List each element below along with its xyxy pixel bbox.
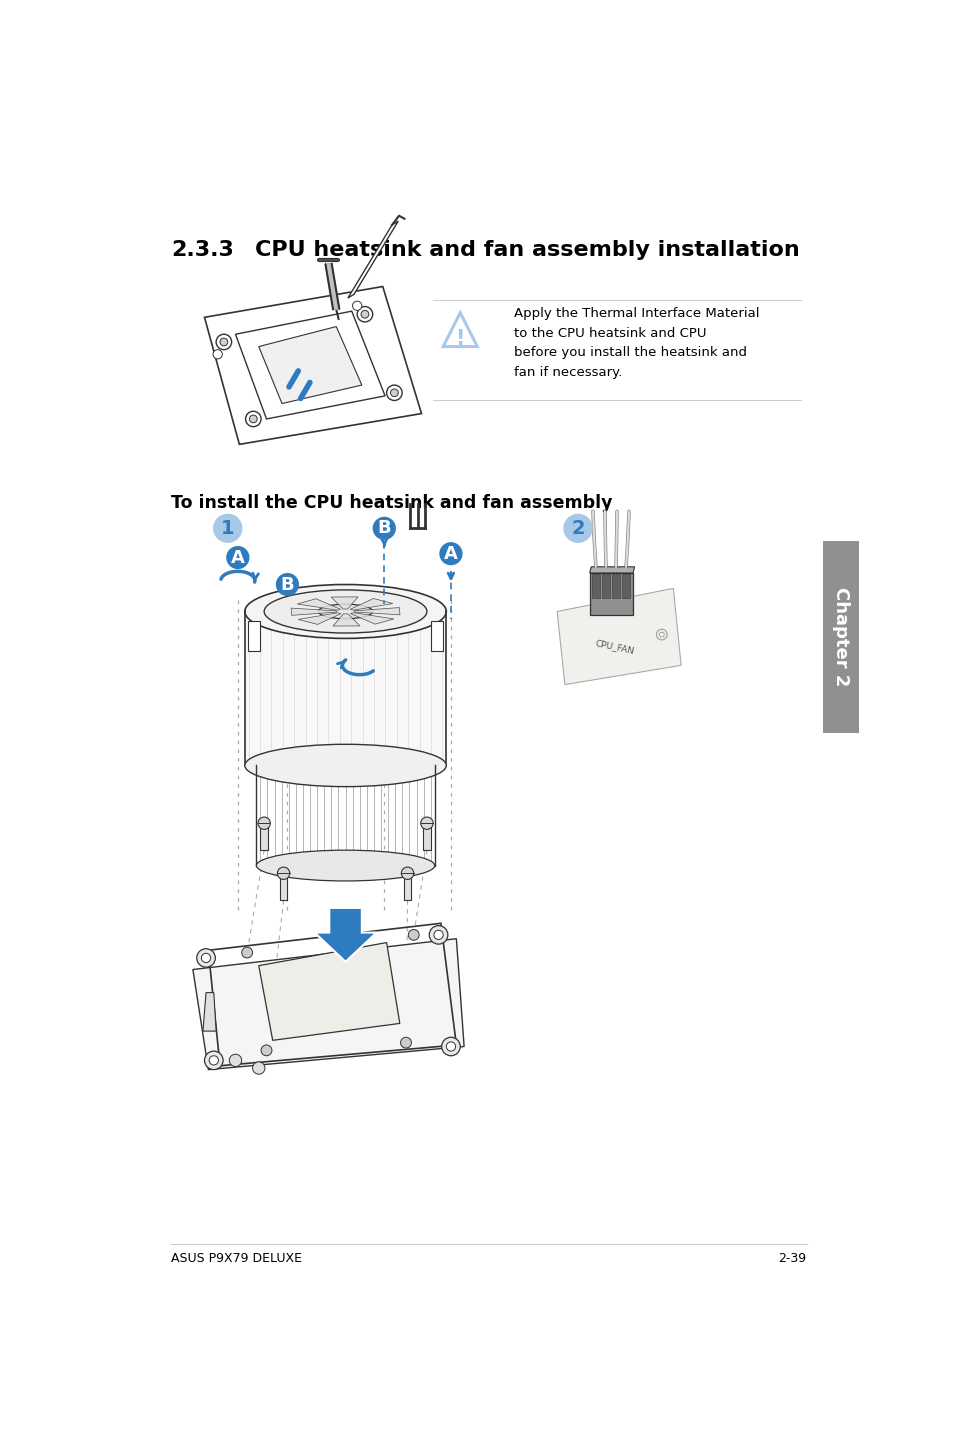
Bar — [822, 541, 858, 733]
FancyArrow shape — [314, 907, 376, 962]
Circle shape — [441, 1037, 459, 1055]
Bar — [612, 575, 619, 598]
Circle shape — [277, 867, 290, 880]
Circle shape — [209, 1055, 218, 1066]
Circle shape — [446, 1043, 456, 1051]
Circle shape — [390, 388, 397, 397]
Circle shape — [196, 949, 215, 968]
Circle shape — [257, 817, 270, 830]
Polygon shape — [204, 286, 421, 444]
Circle shape — [400, 1037, 411, 1048]
Text: Apply the Thermal Interface Material
to the CPU heatsink and CPU
before you inst: Apply the Thermal Interface Material to … — [514, 308, 760, 378]
Circle shape — [249, 416, 257, 423]
Circle shape — [204, 1051, 223, 1070]
Polygon shape — [557, 588, 680, 684]
Polygon shape — [331, 597, 357, 610]
Text: 2: 2 — [571, 519, 584, 538]
Polygon shape — [589, 572, 633, 615]
Circle shape — [216, 334, 232, 349]
Circle shape — [353, 301, 361, 311]
Circle shape — [656, 630, 666, 640]
Bar — [279, 873, 287, 900]
Polygon shape — [355, 608, 399, 615]
Circle shape — [213, 513, 242, 544]
Circle shape — [226, 546, 249, 569]
Bar — [260, 823, 268, 850]
Circle shape — [275, 572, 298, 597]
Ellipse shape — [245, 745, 446, 787]
Polygon shape — [350, 598, 393, 610]
Circle shape — [434, 930, 443, 939]
Circle shape — [401, 867, 414, 880]
Circle shape — [261, 1045, 272, 1055]
Polygon shape — [298, 613, 340, 624]
Polygon shape — [333, 614, 359, 626]
Text: CPU_FAN: CPU_FAN — [595, 638, 635, 656]
Polygon shape — [193, 939, 464, 1070]
Polygon shape — [245, 611, 446, 765]
Circle shape — [213, 349, 222, 360]
Circle shape — [229, 1054, 241, 1067]
Circle shape — [562, 513, 592, 544]
Polygon shape — [348, 221, 397, 298]
Circle shape — [253, 1061, 265, 1074]
Polygon shape — [589, 567, 634, 572]
Text: Chapter 2: Chapter 2 — [831, 587, 849, 686]
Text: B: B — [280, 575, 294, 594]
Text: 2.3.3: 2.3.3 — [171, 240, 233, 259]
Text: A: A — [443, 545, 457, 562]
Text: 2-39: 2-39 — [778, 1252, 806, 1265]
Ellipse shape — [245, 584, 446, 638]
Circle shape — [420, 817, 433, 830]
Text: !: ! — [456, 329, 464, 349]
Polygon shape — [258, 326, 361, 404]
Circle shape — [373, 516, 395, 539]
Text: To install the CPU heatsink and fan assembly: To install the CPU heatsink and fan asse… — [171, 495, 612, 512]
Polygon shape — [258, 942, 399, 1040]
Circle shape — [220, 338, 228, 345]
Ellipse shape — [318, 604, 373, 618]
Text: 1: 1 — [221, 519, 234, 538]
Text: B: B — [377, 519, 391, 538]
Ellipse shape — [256, 850, 435, 881]
Bar — [601, 575, 609, 598]
Circle shape — [356, 306, 373, 322]
Circle shape — [439, 542, 462, 565]
Polygon shape — [297, 598, 340, 610]
Ellipse shape — [264, 590, 427, 633]
Bar — [592, 575, 599, 598]
Polygon shape — [443, 312, 476, 347]
Circle shape — [241, 948, 253, 958]
Bar — [248, 621, 260, 651]
Circle shape — [386, 385, 402, 400]
Text: CPU heatsink and fan assembly installation: CPU heatsink and fan assembly installati… — [254, 240, 799, 259]
Text: A: A — [231, 548, 245, 567]
Polygon shape — [235, 311, 385, 418]
Bar — [621, 575, 629, 598]
Circle shape — [201, 953, 211, 962]
Polygon shape — [350, 613, 394, 624]
Bar — [403, 873, 411, 900]
Circle shape — [659, 633, 663, 637]
Bar — [431, 621, 443, 651]
Bar — [422, 823, 431, 850]
Text: ASUS P9X79 DELUXE: ASUS P9X79 DELUXE — [171, 1252, 302, 1265]
Polygon shape — [291, 608, 336, 615]
Circle shape — [245, 411, 261, 427]
Circle shape — [408, 929, 418, 940]
Polygon shape — [203, 992, 216, 1031]
Circle shape — [429, 926, 447, 945]
Circle shape — [360, 311, 369, 318]
